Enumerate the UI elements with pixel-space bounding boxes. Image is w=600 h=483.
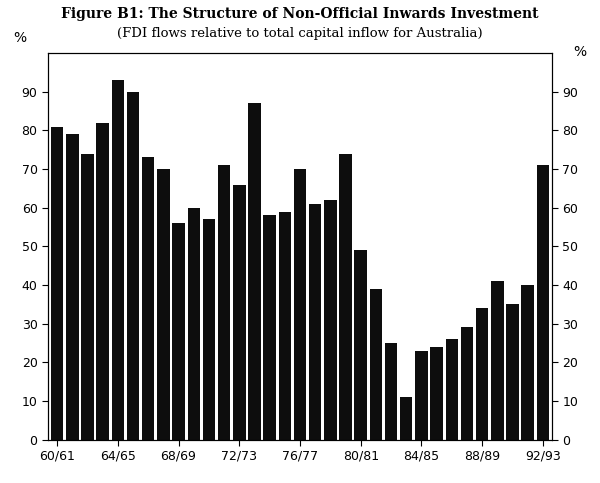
Bar [294,169,306,440]
Bar [415,351,428,440]
Bar [430,347,443,440]
Text: (FDI flows relative to total capital inflow for Australia): (FDI flows relative to total capital inf… [117,27,483,40]
Bar [536,165,549,440]
Bar [385,343,397,440]
Bar [218,165,230,440]
Bar [400,397,412,440]
Bar [81,154,94,440]
Bar [127,92,139,440]
Bar [233,185,245,440]
Bar [521,285,534,440]
Bar [97,123,109,440]
Bar [340,154,352,440]
Bar [263,215,276,440]
Y-axis label: %: % [14,31,27,45]
Bar [203,219,215,440]
Bar [172,223,185,440]
Bar [491,281,503,440]
Bar [278,212,291,440]
Bar [51,127,64,440]
Bar [157,169,170,440]
Bar [309,204,322,440]
Bar [112,80,124,440]
Bar [248,103,260,440]
Bar [66,134,79,440]
Bar [355,250,367,440]
Bar [476,308,488,440]
Bar [324,200,337,440]
Bar [461,327,473,440]
Bar [506,304,519,440]
Bar [142,157,154,440]
Y-axis label: %: % [573,45,586,59]
Bar [370,289,382,440]
Bar [188,208,200,440]
Text: Figure B1: The Structure of Non-Official Inwards Investment: Figure B1: The Structure of Non-Official… [61,7,539,21]
Bar [446,339,458,440]
